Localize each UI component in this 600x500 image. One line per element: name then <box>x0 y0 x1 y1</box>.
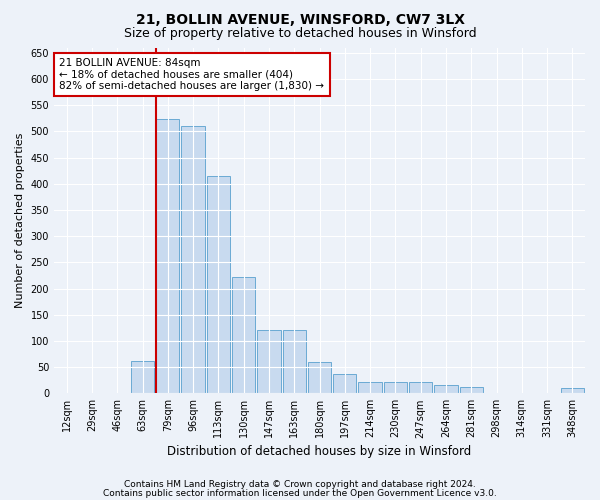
Text: 21 BOLLIN AVENUE: 84sqm
← 18% of detached houses are smaller (404)
82% of semi-d: 21 BOLLIN AVENUE: 84sqm ← 18% of detache… <box>59 58 325 91</box>
Bar <box>308 362 331 394</box>
Bar <box>257 330 281 394</box>
Text: Contains HM Land Registry data © Crown copyright and database right 2024.: Contains HM Land Registry data © Crown c… <box>124 480 476 489</box>
Bar <box>333 374 356 394</box>
Bar <box>358 382 382 394</box>
Bar <box>207 176 230 394</box>
Text: 21, BOLLIN AVENUE, WINSFORD, CW7 3LX: 21, BOLLIN AVENUE, WINSFORD, CW7 3LX <box>136 12 464 26</box>
Bar <box>156 120 179 394</box>
Text: Size of property relative to detached houses in Winsford: Size of property relative to detached ho… <box>124 28 476 40</box>
X-axis label: Distribution of detached houses by size in Winsford: Distribution of detached houses by size … <box>167 444 472 458</box>
Bar <box>460 387 483 394</box>
Bar <box>181 126 205 394</box>
Bar <box>131 361 154 394</box>
Bar <box>434 385 458 394</box>
Bar <box>409 382 432 394</box>
Text: Contains public sector information licensed under the Open Government Licence v3: Contains public sector information licen… <box>103 488 497 498</box>
Y-axis label: Number of detached properties: Number of detached properties <box>15 132 25 308</box>
Bar <box>283 330 306 394</box>
Bar <box>232 277 256 394</box>
Bar <box>561 388 584 394</box>
Bar <box>384 382 407 394</box>
